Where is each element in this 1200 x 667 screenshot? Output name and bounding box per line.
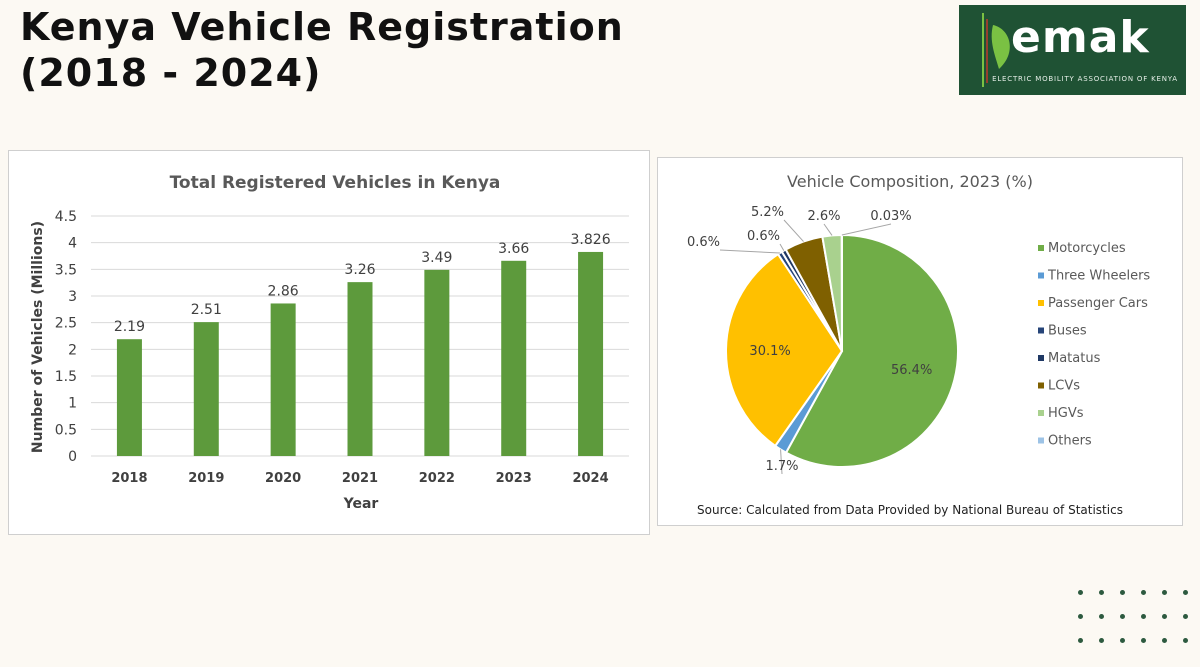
legend-label: Matatus [1048, 351, 1101, 366]
legend-swatch [1038, 355, 1044, 361]
legend-label: Three Wheelers [1047, 269, 1150, 284]
bar-data-label: 3.66 [498, 241, 529, 257]
pie-leader-line [719, 249, 780, 254]
decorative-dot [1162, 638, 1167, 643]
x-tick-label: 2022 [419, 471, 455, 486]
y-tick-label: 1.5 [55, 369, 77, 385]
pie-slice [784, 233, 959, 468]
decorative-dot-grid [1072, 584, 1192, 654]
bar-data-label: 3.49 [421, 250, 452, 266]
y-tick-label: 2 [68, 342, 77, 358]
y-tick-label: 4.5 [55, 209, 77, 225]
bar [578, 251, 604, 456]
legend-swatch [1038, 437, 1044, 444]
pie-data-label: 1.7% [765, 459, 798, 474]
bar-chart-xlabel: Year [343, 496, 379, 512]
bar-data-label: 2.51 [191, 302, 222, 318]
pie-data-label: 0.6% [687, 235, 720, 250]
pie-data-label: 0.6% [747, 229, 780, 244]
decorative-dot [1162, 590, 1167, 595]
legend-label: HGVs [1048, 406, 1084, 421]
bar-data-label: 3.826 [571, 232, 611, 248]
x-tick-label: 2020 [265, 471, 301, 486]
legend-label: LCVs [1048, 379, 1080, 394]
y-tick-label: 4 [68, 236, 77, 252]
decorative-dot [1099, 614, 1104, 619]
decorative-dot [1162, 614, 1167, 619]
legend-label: Passenger Cars [1048, 296, 1148, 311]
y-tick-label: 3 [68, 289, 77, 305]
bar-chart-ylabel: Number of Vehicles (Millions) [30, 221, 46, 453]
x-tick-label: 2024 [572, 471, 608, 486]
legend-swatch [1038, 410, 1044, 416]
legend-label: Others [1048, 434, 1092, 449]
pie-leader-line [783, 219, 804, 242]
y-tick-label: 3.5 [55, 262, 77, 278]
decorative-dot [1183, 614, 1188, 619]
x-tick-label: 2021 [342, 471, 378, 486]
emak-logo: emak ELECTRIC MOBILITY ASSOCIATION OF KE… [959, 5, 1186, 95]
decorative-dot [1120, 638, 1125, 643]
decorative-dot [1120, 614, 1125, 619]
decorative-dot [1141, 638, 1146, 643]
title-line-1: Kenya Vehicle Registration [20, 5, 624, 49]
y-tick-label: 2.5 [55, 316, 77, 332]
legend-swatch [1038, 327, 1044, 334]
decorative-dot [1078, 590, 1083, 595]
bar-chart-title: Total Registered Vehicles in Kenya [170, 173, 501, 193]
bar-data-label: 2.86 [268, 283, 299, 299]
y-tick-label: 0.5 [55, 422, 77, 438]
decorative-dot [1078, 614, 1083, 619]
y-tick-label: 0 [68, 449, 77, 465]
pie-chart: Vehicle Composition, 2023 (%) 56.4% 1.7% 3… [687, 172, 1150, 517]
decorative-dot [1120, 590, 1125, 595]
x-tick-label: 2023 [496, 471, 532, 486]
legend-swatch [1038, 245, 1044, 251]
pie-data-label: 5.2% [751, 205, 784, 220]
logo-leaf-icon [982, 13, 1010, 87]
decorative-dot [1099, 590, 1104, 595]
page-title: Kenya Vehicle Registration (2018 - 2024) [20, 4, 624, 96]
legend-swatch [1038, 272, 1044, 279]
pie-data-label: 30.1% [749, 344, 790, 359]
pie-chart-source: Source: Calculated from Data Provided by… [697, 503, 1123, 517]
legend-label: Motorcycles [1048, 241, 1126, 256]
bar-chart: Total Registered Vehicles in Kenya 0 0.5 1… [30, 173, 629, 512]
pie-data-label: 56.4% [891, 363, 932, 378]
decorative-dot [1099, 638, 1104, 643]
legend-swatch [1038, 300, 1044, 306]
decorative-dot [1141, 590, 1146, 595]
bar [116, 339, 142, 456]
pie-leader-line [823, 223, 833, 236]
bar [347, 282, 373, 456]
bar-chart-panel: Total Registered Vehicles in Kenya 0 0.5 1… [8, 150, 650, 535]
decorative-dot [1078, 638, 1083, 643]
pie-slice [725, 252, 844, 448]
pie-chart-title: Vehicle Composition, 2023 (%) [787, 172, 1033, 191]
bar [270, 303, 296, 456]
y-tick-label: 1 [68, 396, 77, 412]
bar-data-label: 3.26 [344, 262, 375, 278]
legend-label: Buses [1048, 324, 1087, 339]
decorative-dot [1183, 590, 1188, 595]
bar [424, 269, 450, 456]
logo-text: emak [1011, 12, 1150, 63]
decorative-dot [1183, 638, 1188, 643]
pie-leader-line [841, 223, 892, 236]
bar [501, 260, 527, 456]
pie-leader-line [780, 449, 783, 475]
x-tick-label: 2018 [111, 471, 147, 486]
decorative-dot [1141, 614, 1146, 619]
title-line-2: (2018 - 2024) [20, 51, 322, 95]
pie-data-label: 0.03% [870, 209, 911, 224]
legend-swatch [1038, 382, 1044, 389]
pie-leader-line [779, 243, 785, 251]
pie-chart-panel: Vehicle Composition, 2023 (%) 56.4% 1.7% 3… [657, 157, 1183, 526]
bar-data-label: 2.19 [114, 319, 145, 335]
x-tick-label: 2019 [188, 471, 224, 486]
bar [193, 322, 219, 456]
pie-data-label: 2.6% [807, 209, 840, 224]
logo-subtitle: ELECTRIC MOBILITY ASSOCIATION OF KENYA [992, 75, 1178, 83]
